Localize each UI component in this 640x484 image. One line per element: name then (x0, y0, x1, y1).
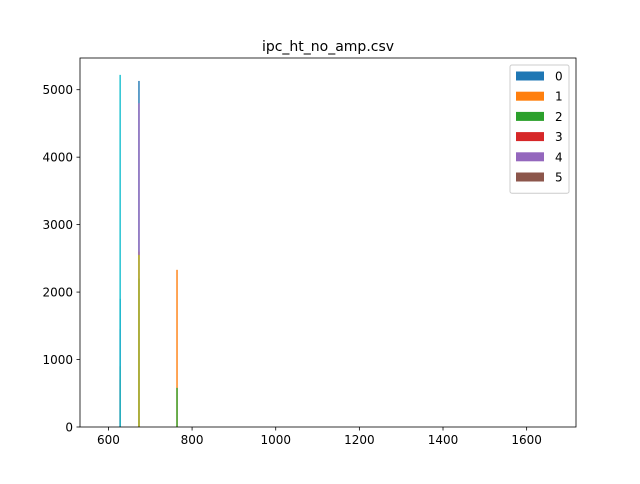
y-tick-label-0: 0 (65, 421, 73, 435)
y-tick-label-3: 3000 (42, 218, 73, 232)
legend-swatch-2 (516, 111, 544, 121)
x-tick-label-5: 1600 (511, 433, 542, 447)
axes-layer: 600 800 1000 1200 1400 1600 0 1000 2000 3000 4000 5… (42, 57, 577, 447)
legend-label-0: 0 (555, 70, 563, 84)
bar-series-2-0 (176, 387, 178, 427)
legend-label-1: 1 (555, 90, 563, 104)
y-tick-label-2: 2000 (42, 286, 73, 300)
x-tick-label-1: 800 (181, 433, 204, 447)
legend-label-4: 4 (555, 150, 563, 164)
chart-title: ipc_ht_no_amp.csv (262, 39, 394, 55)
bar-series-7-0 (138, 254, 140, 427)
bars-layer (119, 74, 178, 428)
bar-series-6-0 (119, 74, 121, 427)
legend-swatch-0 (516, 71, 544, 81)
legend-label-5: 5 (555, 171, 563, 185)
legend-label-2: 2 (555, 110, 563, 124)
legend-swatch-4 (516, 152, 544, 162)
plot-area (80, 58, 576, 427)
legend-swatch-5 (516, 172, 544, 182)
x-tick-label-0: 600 (97, 433, 120, 447)
x-tick-label-2: 1000 (260, 433, 291, 447)
legend-swatch-1 (516, 91, 544, 101)
plot-background (80, 58, 576, 427)
y-tick-label-1: 1000 (42, 353, 73, 367)
legend-label-3: 3 (555, 130, 563, 144)
y-tick-label-5: 5000 (42, 83, 73, 97)
x-tick-label-3: 1200 (344, 433, 375, 447)
x-tick-label-4: 1400 (428, 433, 459, 447)
bar-series-1-0 (176, 269, 178, 427)
legend: 0 1 2 3 4 5 (509, 64, 570, 194)
axes-frame (79, 57, 577, 428)
y-tick-label-4: 4000 (42, 151, 73, 165)
legend-swatch-3 (516, 132, 544, 142)
